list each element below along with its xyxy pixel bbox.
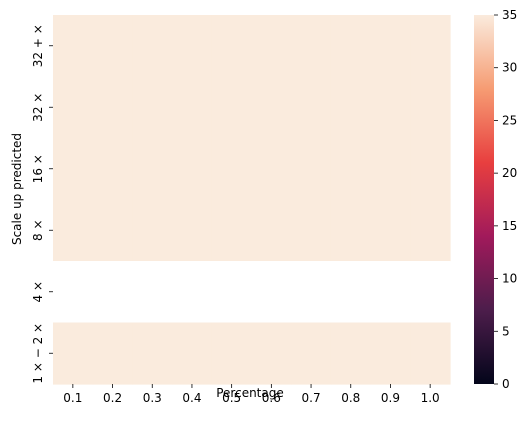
heatmap-cell — [211, 15, 253, 78]
heatmap-cell — [410, 76, 451, 139]
heatmap-cell — [211, 261, 253, 324]
x-tick-label: 0.2 — [103, 391, 122, 405]
colorbar-tick-label: 30 — [502, 61, 517, 75]
heatmap-cell — [370, 199, 411, 262]
heatmap-cell — [92, 15, 133, 78]
heatmap-cell — [132, 138, 173, 201]
heatmap-cell — [172, 138, 213, 201]
y-tick-label: 16 × — [31, 154, 45, 183]
x-tick-label: 0.8 — [341, 391, 360, 405]
y-axis-label: Scale up predicted — [10, 133, 24, 245]
heatmap-cell — [92, 199, 133, 262]
heatmap-cell — [251, 261, 292, 324]
heatmap-cell — [251, 199, 292, 262]
heatmap-cell — [330, 76, 372, 139]
x-axis-label: Percentage — [216, 386, 284, 400]
heatmap-cell — [132, 76, 173, 139]
heatmap-cell — [211, 322, 253, 385]
colorbar — [474, 15, 494, 384]
x-tick-label: 0.3 — [143, 391, 162, 405]
heatmap-cell — [251, 322, 292, 385]
x-tick-label: 0.4 — [182, 391, 201, 405]
heatmap-cell — [291, 76, 332, 139]
heatmap-cell — [172, 76, 213, 139]
heatmap-cell — [251, 138, 292, 201]
heatmap-cell — [172, 322, 213, 385]
y-tick-label: 32 × — [31, 93, 45, 122]
heatmap-cell — [172, 199, 213, 262]
heatmap-cell — [410, 15, 451, 78]
heatmap-cell — [172, 15, 213, 78]
heatmap-cell — [132, 322, 173, 385]
x-tick-label: 0.6 — [262, 391, 281, 405]
heatmap-cell — [132, 15, 173, 78]
x-tick-label: 1.0 — [421, 391, 440, 405]
heatmap-cell — [370, 138, 411, 201]
heatmap-cell — [410, 261, 451, 324]
colorbar-ticks: 0 5 10 15 20 25 30 35 — [494, 8, 517, 391]
heatmap-cell — [291, 322, 332, 385]
heatmap-cell — [370, 261, 411, 324]
heatmap-cell — [410, 199, 451, 262]
heatmap-cell — [330, 322, 372, 385]
heatmap-cell — [211, 138, 253, 201]
heatmap-cell — [330, 15, 372, 78]
heatmap-cell — [370, 15, 411, 78]
colorbar-tick-label: 5 — [502, 324, 510, 338]
heatmap-cell — [92, 76, 133, 139]
heatmap-cell — [410, 138, 451, 201]
heatmap-cell — [251, 15, 292, 78]
heatmap-cell — [53, 76, 94, 139]
colorbar-tick-label: 0 — [502, 377, 510, 391]
heatmap-cell — [330, 199, 372, 262]
heatmap-cell — [410, 322, 451, 385]
x-axis-ticks: 0.1 0.2 0.3 0.4 0.5 0.6 0.7 0.8 0.9 1.0 — [63, 384, 440, 405]
heatmap-cell — [92, 138, 133, 201]
heatmap-cell — [291, 15, 332, 78]
x-tick-label: 0.7 — [302, 391, 321, 405]
heatmap-cell — [291, 261, 332, 324]
heatmap-cell — [291, 199, 332, 262]
y-tick-label: 32 + × — [31, 24, 45, 67]
colorbar-tick-label: 10 — [502, 272, 517, 286]
heatmap-cell — [211, 199, 253, 262]
y-tick-label: 4 × — [31, 281, 45, 303]
heatmap-cell — [370, 322, 411, 385]
heatmap-cell — [211, 76, 253, 139]
heatmap-cell — [291, 138, 332, 201]
heatmap-cell — [330, 261, 372, 324]
y-tick-label: 1 × − 2 × — [31, 323, 45, 384]
x-tick-label: 0.5 — [222, 391, 241, 405]
colorbar-tick-label: 20 — [502, 166, 517, 180]
heatmap-cell — [53, 261, 94, 324]
colorbar-tick-label: 15 — [502, 219, 517, 233]
y-axis-ticks: 32 + × 32 × 16 × 8 × 4 × 1 × − 2 × — [31, 24, 53, 384]
colorbar-tick-label: 35 — [502, 8, 517, 22]
x-tick-label: 0.1 — [63, 391, 82, 405]
heatmap-cells — [53, 15, 451, 385]
colorbar-tick-label: 25 — [502, 113, 517, 127]
heatmap-cell — [370, 76, 411, 139]
heatmap-cell — [132, 261, 173, 324]
y-tick-label: 8 × — [31, 219, 45, 241]
heatmap-cell — [53, 15, 94, 78]
heatmap-cell — [92, 322, 133, 385]
heatmap-cell — [251, 76, 292, 139]
heatmap-cell — [172, 261, 213, 324]
heatmap-cell — [53, 322, 94, 385]
heatmap-cell — [92, 261, 133, 324]
heatmap-cell — [132, 199, 173, 262]
heatmap-cell — [53, 138, 94, 201]
x-tick-label: 0.9 — [381, 391, 400, 405]
heatmap-cell — [53, 199, 94, 262]
heatmap-cell — [330, 138, 372, 201]
